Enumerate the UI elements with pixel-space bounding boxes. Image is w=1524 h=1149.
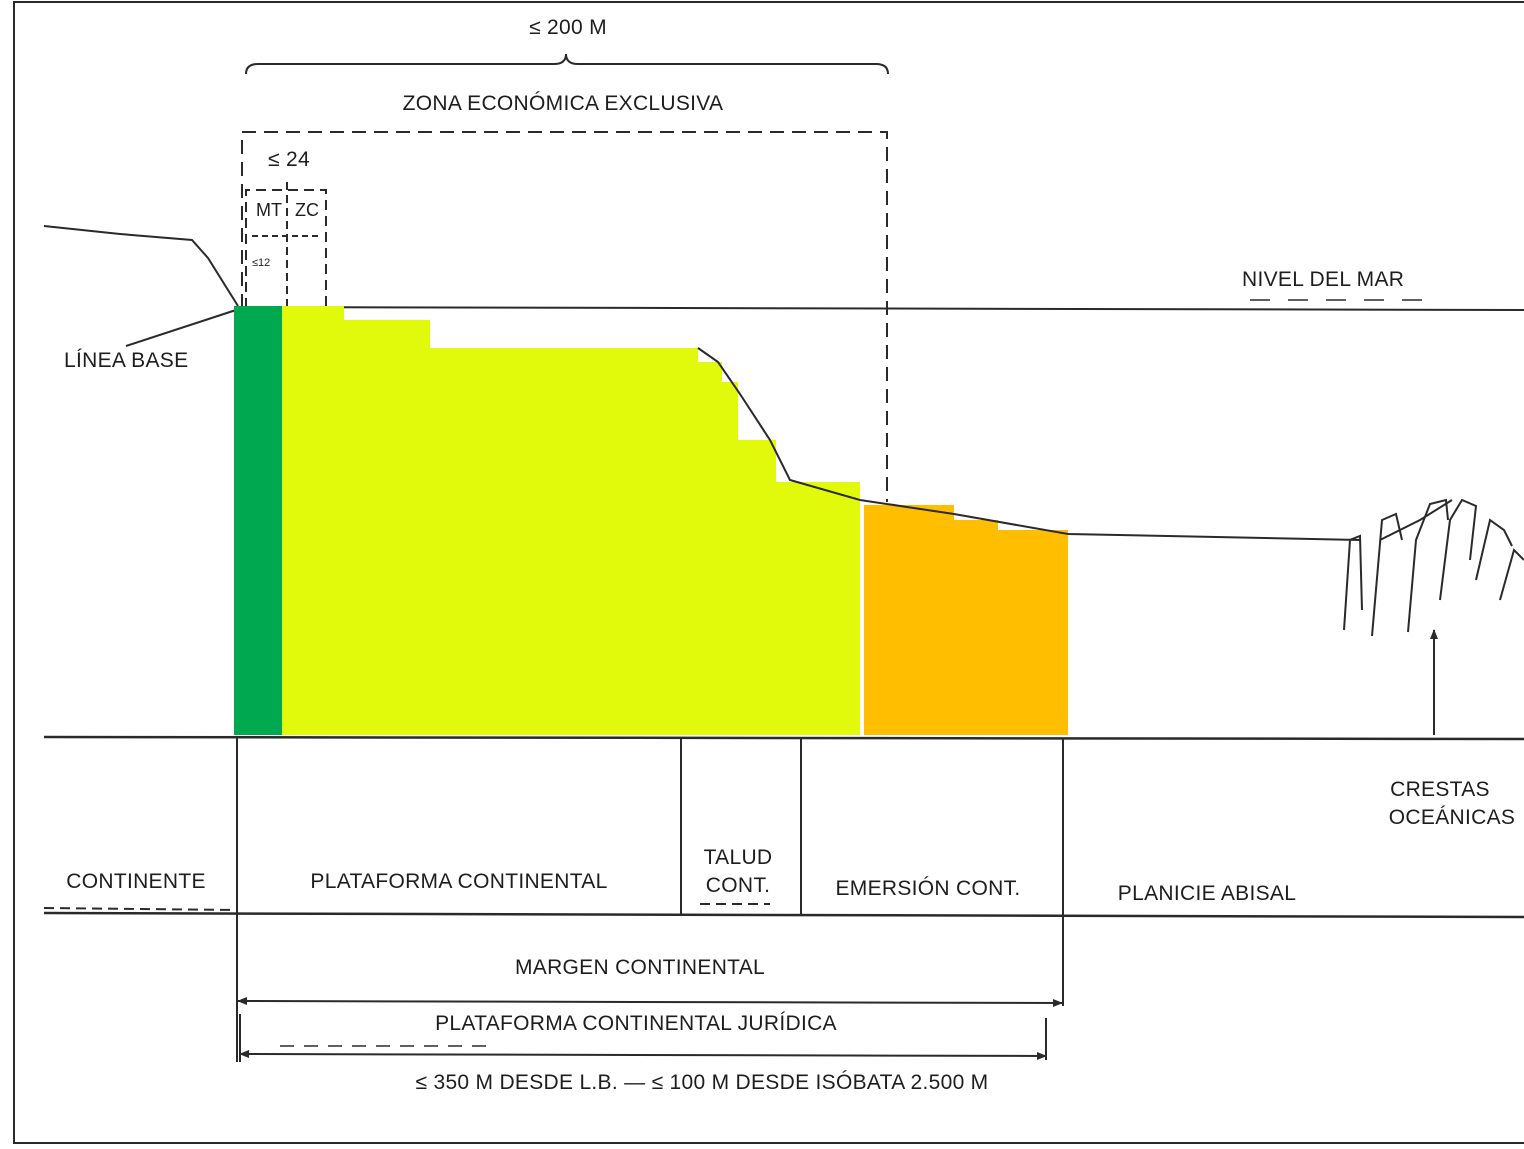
eez-dashed-box xyxy=(241,131,888,502)
contiguous-range-label: ≤ 24 xyxy=(268,148,310,171)
oceanic-ridges xyxy=(1343,498,1524,637)
baseline-pointer xyxy=(125,309,237,347)
crestas-label-line1: CRESTAS xyxy=(1390,778,1490,801)
zone-plataforma: PLATAFORMA CONTINENTAL xyxy=(310,870,607,893)
top-range-label: ≤ 200 M xyxy=(529,16,607,39)
territorial-sea-fill xyxy=(234,306,282,735)
zone-talud-line1: TALUD xyxy=(704,846,773,869)
continental-rise-fill xyxy=(864,505,1068,735)
crestas-label-line2: OCEÁNICAS xyxy=(1389,806,1515,829)
eez-label: ZONA ECONÓMICA EXCLUSIVA xyxy=(403,92,724,115)
plataforma-juridica-arrow xyxy=(239,1050,1047,1060)
sea-level-label: NIVEL DEL MAR xyxy=(1242,268,1404,291)
contiguous-zone-box xyxy=(245,189,327,308)
land-profile xyxy=(43,225,239,307)
zone-arrow-ticks xyxy=(43,903,770,911)
plataforma-juridica-label: PLATAFORMA CONTINENTAL JURÍDICA xyxy=(435,1012,837,1035)
baseline-label: LÍNEA BASE xyxy=(64,349,188,372)
margen-continental-label: MARGEN CONTINENTAL xyxy=(515,956,765,979)
territorial-range-label: ≤12 xyxy=(252,257,270,269)
margen-continental-arrow xyxy=(237,997,1063,1007)
zone-talud-line2: CONT. xyxy=(706,874,771,897)
zone-continente: CONTINENTE xyxy=(66,870,206,893)
continental-shelf-fill xyxy=(282,306,860,735)
zone-arrow-line xyxy=(43,911,1524,919)
sea-level-line xyxy=(235,306,1524,311)
zone-emersion: EMERSIÓN CONT. xyxy=(835,877,1020,900)
limit-note: ≤ 350 M DESDE L.B. — ≤ 100 M DESDE ISÓBA… xyxy=(416,1071,989,1094)
zc-label: ZC xyxy=(295,200,319,220)
zone-planicie: PLANICIE ABISAL xyxy=(1118,882,1296,905)
page-frame xyxy=(13,1,1524,1144)
mt-label: MT xyxy=(256,200,282,220)
seabed-profile xyxy=(697,347,1361,541)
seabed-line xyxy=(43,735,1524,741)
eez-brace xyxy=(245,53,889,75)
zone-dividers xyxy=(236,738,1064,1062)
